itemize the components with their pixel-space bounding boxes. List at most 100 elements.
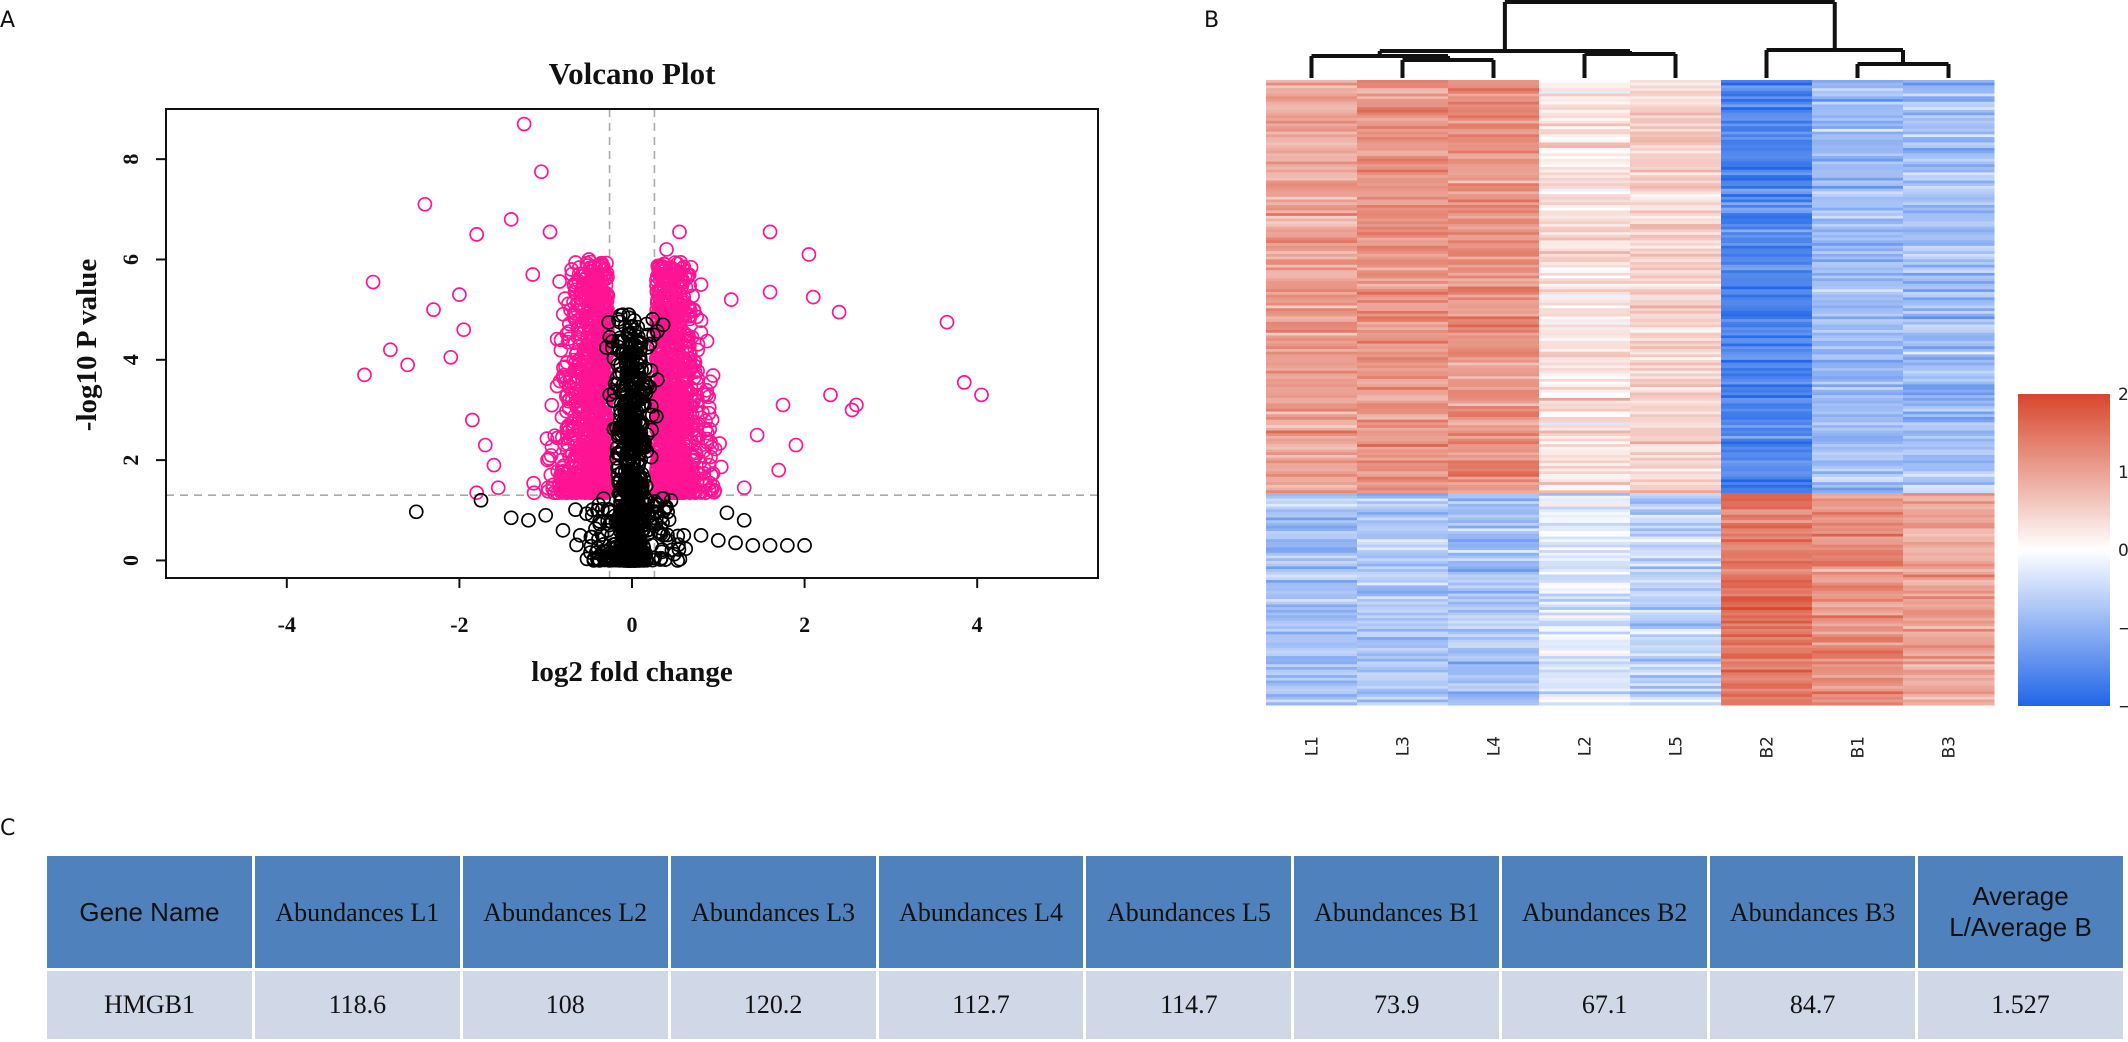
significant-point bbox=[684, 386, 699, 402]
heatmap-cell bbox=[1812, 539, 1904, 543]
heatmap-cell bbox=[1539, 82, 1631, 86]
significant-point bbox=[567, 484, 583, 500]
heatmap-cell bbox=[1903, 215, 1995, 220]
heatmap-cell bbox=[1266, 251, 1358, 255]
heatmap-cell bbox=[1539, 120, 1631, 124]
heatmap-cell bbox=[1266, 642, 1358, 646]
heatmap-cell bbox=[1903, 460, 1995, 464]
heatmap-cell bbox=[1539, 400, 1631, 404]
significant-point bbox=[762, 284, 778, 300]
heatmap-cell bbox=[1266, 112, 1358, 116]
heatmap-cell bbox=[1357, 669, 1449, 673]
heatmap-column-label: L5 bbox=[1667, 736, 1687, 756]
heatmap-cell bbox=[1630, 414, 1722, 418]
heatmap-cell bbox=[1448, 147, 1540, 152]
heatmap-cell bbox=[1812, 104, 1904, 108]
heatmap-cell bbox=[1812, 618, 1904, 622]
heatmap-cell bbox=[1812, 531, 1904, 535]
heatmap-cell bbox=[1448, 615, 1540, 619]
significant-point bbox=[550, 430, 565, 446]
heatmap-cell bbox=[1721, 172, 1813, 176]
heatmap-cell bbox=[1539, 85, 1631, 89]
heatmap-cell bbox=[1448, 96, 1540, 100]
heatmap-cell bbox=[1266, 503, 1358, 508]
significant-point bbox=[357, 367, 372, 383]
heatmap-cell bbox=[1721, 435, 1813, 440]
heatmap-cell bbox=[1448, 550, 1540, 554]
heatmap-cell bbox=[1721, 389, 1813, 393]
heatmap-cell bbox=[1630, 327, 1722, 331]
heatmap-cell bbox=[1721, 229, 1813, 233]
heatmap-cell bbox=[1539, 577, 1631, 581]
heatmap-cell bbox=[1903, 427, 1995, 432]
non-significant-point bbox=[635, 513, 650, 529]
heatmap-cell bbox=[1812, 180, 1904, 184]
heatmap-cell bbox=[1357, 506, 1449, 510]
heatmap-cell bbox=[1266, 300, 1358, 304]
heatmap-cell bbox=[1448, 368, 1540, 372]
heatmap-cell bbox=[1812, 656, 1904, 660]
heatmap-cell bbox=[1357, 324, 1449, 328]
heatmap-cell bbox=[1721, 688, 1813, 692]
heatmap-cell bbox=[1448, 672, 1540, 676]
heatmap-cell bbox=[1357, 310, 1449, 315]
heatmap-cell bbox=[1539, 425, 1631, 429]
heatmap-cell bbox=[1630, 463, 1722, 467]
heatmap-cell bbox=[1721, 387, 1813, 391]
significant-point bbox=[526, 475, 541, 491]
heatmap-cell bbox=[1812, 620, 1904, 624]
heatmap-cell bbox=[1812, 435, 1904, 440]
heatmap-cell bbox=[1539, 270, 1631, 274]
heatmap-cell bbox=[1448, 694, 1540, 698]
heatmap-cell bbox=[1812, 289, 1904, 293]
heatmap-cell bbox=[1812, 150, 1904, 154]
heatmap-cell bbox=[1812, 310, 1904, 315]
significant-point bbox=[657, 448, 673, 463]
heatmap-cell bbox=[1448, 688, 1540, 692]
heatmap-cell bbox=[1812, 191, 1904, 195]
non-significant-point bbox=[408, 504, 424, 520]
heatmap-cell bbox=[1630, 699, 1722, 703]
heatmap-cell bbox=[1448, 571, 1540, 576]
non-significant-point bbox=[693, 528, 709, 543]
non-significant-point bbox=[538, 507, 554, 523]
heatmap-cell bbox=[1903, 335, 1995, 339]
non-significant-point bbox=[762, 538, 778, 553]
heatmap-cell bbox=[1903, 207, 1995, 211]
heatmap-cell bbox=[1357, 202, 1449, 206]
heatmap-cell bbox=[1812, 577, 1904, 581]
heatmap-cell bbox=[1630, 283, 1722, 288]
heatmap-cell bbox=[1357, 384, 1449, 388]
significant-point bbox=[543, 448, 559, 463]
heatmap-cell bbox=[1539, 696, 1631, 701]
heatmap-cell bbox=[1539, 430, 1631, 434]
heatmap-cell bbox=[1266, 354, 1358, 358]
heatmap-cell bbox=[1812, 414, 1904, 418]
heatmap-cell bbox=[1630, 541, 1722, 546]
heatmap-cell bbox=[1721, 642, 1813, 646]
significant-point bbox=[503, 212, 519, 227]
heatmap-cell bbox=[1357, 517, 1449, 521]
heatmap-cell bbox=[1721, 82, 1813, 86]
heatmap-cell bbox=[1539, 555, 1631, 559]
heatmap-cell bbox=[1630, 346, 1722, 350]
heatmap-cell bbox=[1539, 433, 1631, 437]
heatmap-cell bbox=[1266, 308, 1358, 312]
heatmap-cell bbox=[1539, 297, 1631, 301]
heatmap-cell bbox=[1721, 191, 1813, 195]
heatmap-cell bbox=[1357, 430, 1449, 434]
heatmap-cell bbox=[1721, 259, 1813, 263]
non-significant-point bbox=[621, 307, 637, 323]
heatmap-cell bbox=[1903, 346, 1995, 350]
heatmap-cell bbox=[1539, 335, 1631, 339]
heatmap-cell bbox=[1630, 392, 1722, 396]
heatmap-cell bbox=[1812, 221, 1904, 225]
heatmap-cell bbox=[1721, 142, 1813, 146]
heatmap-cell bbox=[1812, 335, 1904, 339]
heatmap-cell bbox=[1903, 490, 1995, 494]
heatmap-cell bbox=[1266, 571, 1358, 576]
heatmap-cell bbox=[1448, 397, 1540, 402]
heatmap-cell bbox=[1721, 618, 1813, 622]
heatmap-cell bbox=[1448, 580, 1540, 584]
heatmap-cell bbox=[1448, 218, 1540, 222]
